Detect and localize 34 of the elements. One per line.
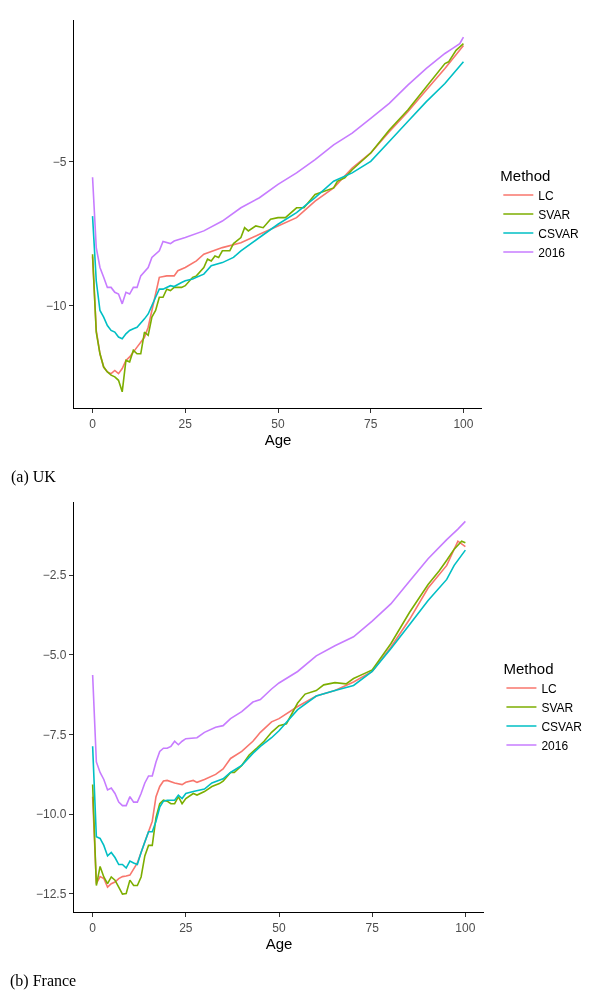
text: (a) UK bbox=[11, 468, 57, 486]
legend-label: CSVAR bbox=[538, 226, 580, 241]
x-tick-label: 50 bbox=[272, 920, 286, 935]
x-tick-label: 0 bbox=[89, 416, 97, 431]
x-tick-label: 100 bbox=[455, 920, 476, 935]
x-tick-label: 0 bbox=[89, 920, 97, 935]
y-tick-label: −2.5 bbox=[42, 568, 67, 583]
x-tick-label: 75 bbox=[364, 416, 378, 431]
legend-label: 2016 bbox=[541, 738, 569, 753]
legend-label: 2016 bbox=[538, 245, 566, 260]
text: (b) France bbox=[10, 972, 77, 990]
line-series bbox=[91, 36, 465, 305]
legend-label: LC bbox=[541, 681, 558, 696]
y-tick-label: −7.5 bbox=[42, 727, 67, 742]
x-axis-title: Age bbox=[265, 934, 293, 952]
legend-label: SVAR bbox=[541, 700, 574, 715]
legend-title: Method bbox=[503, 659, 554, 677]
x-tick-label: 50 bbox=[271, 416, 285, 431]
y-tick-label: −5.0 bbox=[42, 648, 67, 663]
x-tick-label: 25 bbox=[179, 920, 193, 935]
x-tick-label: 25 bbox=[178, 416, 193, 431]
y-tick-label: −10.0 bbox=[36, 807, 67, 822]
legend-label: LC bbox=[538, 188, 554, 203]
y-tick-label: −5 bbox=[52, 154, 67, 169]
line-series bbox=[91, 61, 465, 340]
x-tick-label: 100 bbox=[453, 416, 474, 431]
legend-label: CSVAR bbox=[541, 719, 583, 734]
line-series bbox=[91, 520, 467, 807]
legend-title: Method bbox=[500, 166, 551, 184]
legend-label: SVAR bbox=[538, 207, 571, 222]
y-tick-label: −10 bbox=[46, 298, 67, 313]
x-tick-label: 75 bbox=[365, 920, 380, 935]
x-axis-title: Age bbox=[264, 430, 292, 448]
y-tick-label: −12.5 bbox=[36, 887, 67, 902]
